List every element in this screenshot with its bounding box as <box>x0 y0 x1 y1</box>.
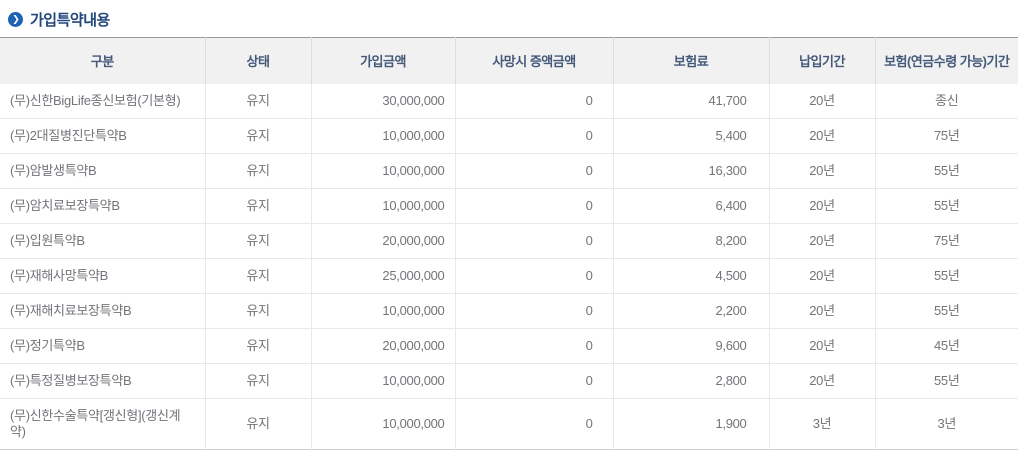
table-cell: 5,400 <box>612 117 769 153</box>
table-cell: 3년 <box>874 397 1018 449</box>
table-cell: 8,200 <box>612 222 769 258</box>
section-header: ❯ 가입특약내용 <box>0 0 1018 30</box>
table-cell: 10,000,000 <box>310 292 455 328</box>
table-row: (무)특정질병보장특약B 유지 10,000,000 0 2,800 20년 55년 <box>0 362 1018 398</box>
table-cell: (무)2대질병진단특약B <box>0 117 205 153</box>
table-cell: 55년 <box>874 152 1018 188</box>
table-cell: 10,000,000 <box>310 362 455 398</box>
column-header-7: 보험(연금수령 가능)기간 <box>874 37 1018 84</box>
table-cell: 10,000,000 <box>310 152 455 188</box>
table-row: (무)암치료보장특약B 유지 10,000,000 0 6,400 20년 55년 <box>0 187 1018 223</box>
table-cell: 2,200 <box>612 292 769 328</box>
table-cell: 55년 <box>874 292 1018 328</box>
rider-table-container: 구분 상태 가입금액 사망시 증액금액 보험료 납입기간 보험(연금수령 가능)기간 (무)… <box>0 37 1018 450</box>
table-cell: 75년 <box>874 222 1018 258</box>
table-cell: 10,000,000 <box>310 397 455 449</box>
table-cell: 2,800 <box>612 362 769 398</box>
table-cell: 75년 <box>874 117 1018 153</box>
table-cell: 10,000,000 <box>310 117 455 153</box>
table-cell: 종신 <box>874 83 1018 118</box>
table-row: (무)재해치료보장특약B 유지 10,000,000 0 2,200 20년 55년 <box>0 292 1018 328</box>
table-cell: 20년 <box>768 83 875 118</box>
table-cell: 16,300 <box>612 152 769 188</box>
table-cell: (무)재해사망특약B <box>0 257 205 293</box>
table-cell: 20,000,000 <box>310 327 455 363</box>
table-cell: 유지 <box>204 187 311 223</box>
column-header-2: 상태 <box>204 37 311 84</box>
table-cell: 0 <box>454 83 613 118</box>
table-cell: 유지 <box>204 362 311 398</box>
table-cell: 55년 <box>874 257 1018 293</box>
table-cell: 20년 <box>768 257 875 293</box>
table-cell: 6,400 <box>612 187 769 223</box>
table-cell: 55년 <box>874 187 1018 223</box>
table-cell: 유지 <box>204 292 311 328</box>
table-cell: (무)암발생특약B <box>0 152 205 188</box>
column-header-6: 납입기간 <box>768 37 875 84</box>
table-cell: 0 <box>454 327 613 363</box>
table-row: (무)재해사망특약B 유지 25,000,000 0 4,500 20년 55년 <box>0 257 1018 293</box>
table-cell: 유지 <box>204 83 311 118</box>
table-cell: (무)암치료보장특약B <box>0 187 205 223</box>
table-cell: (무)신한수술특약[갱신형](갱신계약) <box>0 397 205 449</box>
rider-table: 구분 상태 가입금액 사망시 증액금액 보험료 납입기간 보험(연금수령 가능)기간 (무)… <box>0 37 1018 450</box>
table-cell: 1,900 <box>612 397 769 449</box>
table-header-row: 구분 상태 가입금액 사망시 증액금액 보험료 납입기간 보험(연금수령 가능)기간 <box>0 37 1018 84</box>
table-row: (무)신한수술특약[갱신형](갱신계약) 유지 10,000,000 0 1,900 3년… <box>0 397 1018 449</box>
table-cell: (무)재해치료보장특약B <box>0 292 205 328</box>
table-row: (무)신한BigLife종신보험(기본형) 유지 30,000,000 0 41,700… <box>0 83 1018 118</box>
table-cell: (무)정기특약B <box>0 327 205 363</box>
table-cell: 0 <box>454 257 613 293</box>
table-row: (무)정기특약B 유지 20,000,000 0 9,600 20년 45년 <box>0 327 1018 363</box>
page-title: 가입특약내용 <box>30 11 110 29</box>
table-cell: 20년 <box>768 187 875 223</box>
table-cell: 20년 <box>768 152 875 188</box>
table-cell: 0 <box>454 362 613 398</box>
table-cell: 10,000,000 <box>310 187 455 223</box>
table-cell: 25,000,000 <box>310 257 455 293</box>
table-row: (무)2대질병진단특약B 유지 10,000,000 0 5,400 20년 75년 <box>0 117 1018 153</box>
table-cell: 20년 <box>768 362 875 398</box>
table-cell: 유지 <box>204 327 311 363</box>
table-cell: 0 <box>454 222 613 258</box>
table-cell: (무)특정질병보장특약B <box>0 362 205 398</box>
table-cell: 4,500 <box>612 257 769 293</box>
column-header-5: 보험료 <box>612 37 769 84</box>
table-row: (무)입원특약B 유지 20,000,000 0 8,200 20년 75년 <box>0 222 1018 258</box>
column-header-1: 구분 <box>0 37 205 84</box>
table-cell: 20년 <box>768 222 875 258</box>
column-header-3: 가입금액 <box>310 37 455 84</box>
table-cell: 0 <box>454 397 613 449</box>
table-cell: 20년 <box>768 292 875 328</box>
table-cell: 유지 <box>204 257 311 293</box>
table-cell: 30,000,000 <box>310 83 455 118</box>
table-cell: 20년 <box>768 117 875 153</box>
table-cell: 55년 <box>874 362 1018 398</box>
table-cell: 20,000,000 <box>310 222 455 258</box>
table-cell: 0 <box>454 152 613 188</box>
table-cell: 유지 <box>204 397 311 449</box>
table-cell: 0 <box>454 187 613 223</box>
table-cell: 유지 <box>204 152 311 188</box>
table-cell: 0 <box>454 117 613 153</box>
table-cell: 20년 <box>768 327 875 363</box>
table-body: (무)신한BigLife종신보험(기본형) 유지 30,000,000 0 41,700… <box>0 83 1018 449</box>
table-cell: 45년 <box>874 327 1018 363</box>
table-cell: (무)신한BigLife종신보험(기본형) <box>10 92 181 108</box>
table-cell: 0 <box>454 292 613 328</box>
table-row: (무)암발생특약B 유지 10,000,000 0 16,300 20년 55년 <box>0 152 1018 188</box>
chevron-right-circle-icon: ❯ <box>8 11 23 27</box>
table-cell: 3년 <box>768 397 875 449</box>
table-cell: 유지 <box>204 117 311 153</box>
table-cell: 41,700 <box>612 83 769 118</box>
table-cell: 9,600 <box>612 327 769 363</box>
column-header-4: 사망시 증액금액 <box>454 37 613 84</box>
table-cell: 유지 <box>204 222 311 258</box>
table-cell: (무)입원특약B <box>0 222 205 258</box>
